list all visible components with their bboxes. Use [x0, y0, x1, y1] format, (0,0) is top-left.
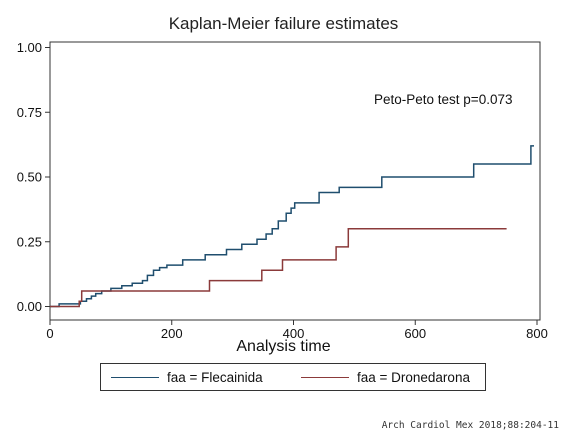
plot-border [49, 41, 541, 321]
x-tick-label: 0 [46, 326, 53, 341]
series-line-flecainida [50, 145, 534, 308]
chart-title: Kaplan-Meier failure estimates [168, 14, 399, 33]
y-tick-label: 1.00 [17, 40, 42, 55]
x-axis: 0 200 400 600 800 [46, 320, 548, 341]
x-tick-label: 200 [161, 326, 183, 341]
legend-label-flecainida: faa = Flecainida [167, 369, 263, 385]
x-tick-label: 400 [283, 326, 305, 341]
legend-swatch-flecainida [111, 376, 159, 378]
legend: faa = Flecainida faa = Dronedarona [100, 363, 486, 391]
series-line-dronedarona [50, 228, 507, 308]
y-tick-label: 0.25 [17, 234, 42, 249]
x-tick-label: 600 [404, 326, 426, 341]
legend-entry-dronedarona: faa = Dronedarona [301, 364, 470, 390]
y-tick-label: 0.50 [17, 170, 42, 185]
plot-frame [49, 41, 541, 321]
source-citation: Arch Cardiol Mex 2018;88:204-11 [381, 420, 559, 431]
series-layer [50, 145, 534, 308]
x-tick-label: 800 [526, 326, 548, 341]
y-tick-label: 0.00 [17, 299, 42, 314]
y-tick-label: 0.75 [17, 105, 42, 120]
y-axis: 0.00 0.25 0.50 0.75 1.00 [17, 40, 50, 314]
legend-swatch-dronedarona [301, 376, 349, 378]
peto-peto-annotation: Peto-Peto test p=0.073 [374, 92, 513, 107]
legend-label-dronedarona: faa = Dronedarona [357, 369, 470, 385]
legend-entry-flecainida: faa = Flecainida [111, 364, 263, 390]
x-axis-label: Analysis time [236, 338, 331, 355]
